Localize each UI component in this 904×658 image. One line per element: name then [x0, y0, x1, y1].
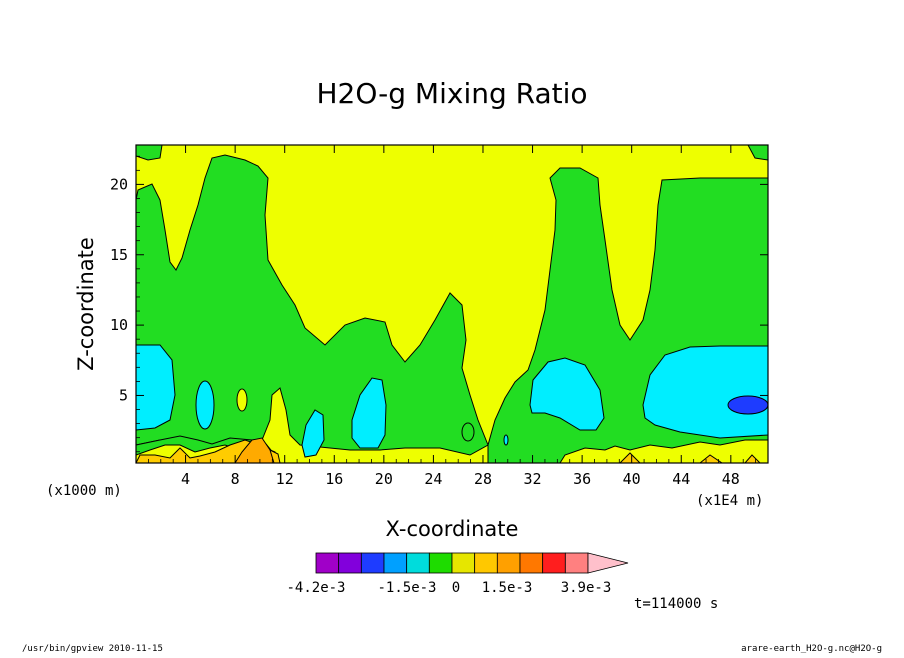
colorbar-swatch	[474, 552, 498, 574]
contour-fill-cyan-blob-2	[351, 377, 387, 449]
colorbar-swatch	[519, 552, 544, 574]
x-tick-label: 36	[573, 470, 591, 488]
plot-frame	[135, 144, 769, 464]
footer-right: arare-earth_H2O-g.nc@H2O-g	[741, 644, 882, 654]
x-axis-title: X-coordinate	[386, 517, 519, 541]
colorbar-arrow	[587, 552, 629, 574]
contour-fill-cyan-blob-1	[195, 380, 215, 430]
colorbar-label: 0	[452, 580, 460, 596]
contour-fill-green-left	[136, 145, 489, 456]
y-tick-label: 15	[110, 246, 128, 264]
contour-fill-yellow-blob-2	[461, 422, 475, 442]
contour-fill-yellow-blob-1	[236, 388, 248, 412]
x-tick-label: 28	[474, 470, 492, 488]
contour-fill-cyan-tiny	[503, 434, 509, 446]
colorbar-label: 1.5e-3	[482, 580, 533, 596]
contour-fill-blue-blob	[727, 395, 768, 415]
y-tick-label: 20	[110, 175, 128, 193]
colorbar-swatch	[383, 552, 408, 574]
colorbar-swatch	[451, 552, 476, 574]
x-tick-label: 20	[375, 470, 393, 488]
colorbar-labels: -4.2e-3 -1.5e-3 0 1.5e-3 3.9e-3	[286, 580, 611, 596]
contour-fill-green-topright	[747, 145, 768, 161]
x-tick-label: 40	[623, 470, 641, 488]
chart-title: H2O-g Mixing Ratio	[316, 77, 587, 110]
colorbar-swatch	[564, 552, 589, 574]
x-axis: 4 8 12 16 20 24 28 32 36 40 44 48	[147, 145, 757, 488]
contour-fill-green-topleft	[136, 145, 163, 161]
x-tick-label: 44	[672, 470, 690, 488]
x-tick-label: 4	[181, 470, 190, 488]
x-tick-label: 24	[424, 470, 442, 488]
x-tick-label: 32	[524, 470, 542, 488]
contour-fill-orange-bottom	[234, 437, 275, 463]
x-unit-label: (x1E4 m)	[696, 493, 763, 509]
colorbar-swatch	[496, 552, 521, 574]
y-axis: 5 10 15 20	[110, 155, 768, 453]
time-label: t=114000 s	[634, 596, 718, 612]
x-tick-label: 8	[231, 470, 240, 488]
colorbar-swatch	[406, 552, 430, 574]
y-tick-label: 10	[110, 316, 128, 334]
y-axis-title: Z-coordinate	[74, 237, 98, 371]
contour-fill-yellow-band-right	[559, 439, 768, 463]
colorbar-label: -1.5e-3	[377, 580, 436, 596]
colorbar-swatch	[542, 552, 566, 574]
footer-left: /usr/bin/gpview 2010-11-15	[22, 644, 163, 654]
x-tick-label: 16	[325, 470, 343, 488]
x-tick-label: 48	[722, 470, 740, 488]
contour-fill-cyan-blob-3	[301, 409, 325, 458]
y-tick-label: 5	[119, 386, 128, 404]
colorbar-swatch	[360, 552, 385, 574]
y-unit-label: (x1000 m)	[46, 483, 122, 499]
colorbar	[315, 552, 629, 574]
x-tick-label: 12	[276, 470, 294, 488]
colorbar-swatch	[428, 552, 453, 574]
colorbar-label: 3.9e-3	[561, 580, 612, 596]
colorbar-swatch	[338, 552, 362, 574]
contour-fill-cyan-left	[136, 344, 176, 431]
contour-fill-cyan-right-1	[529, 357, 605, 431]
contour-fill-cyan-right-2	[642, 345, 768, 439]
colorbar-swatch	[315, 552, 340, 574]
colorbar-label: -4.2e-3	[286, 580, 345, 596]
